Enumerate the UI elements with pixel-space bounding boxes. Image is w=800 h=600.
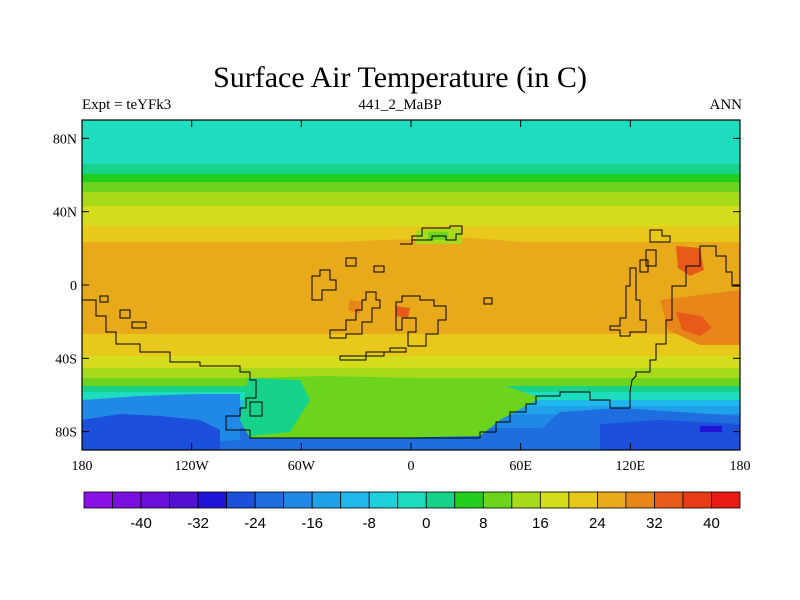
colorbar-label: 8 [479,515,487,532]
band-south-2 [82,356,740,368]
southern-continent-cool [240,378,310,436]
band-north-6 [82,226,740,242]
latitude-axis: 80N 40N 0 40S 80S [53,132,740,441]
band-south-1 [82,334,740,356]
southern-coast [82,245,740,439]
african-landmass [395,295,447,347]
colorbar-label: -40 [130,515,152,532]
australia-hot [676,312,712,336]
islet-2 [373,265,385,273]
colorbar-label: -8 [363,515,376,532]
colorbar-swatch [397,491,427,509]
islet-9 [645,249,657,267]
south-pacific-deep-cold [82,414,220,450]
colorbar-swatch [454,491,484,509]
colorbar-label: -16 [301,515,323,532]
small-island-1 [249,401,263,417]
colorbar-swatch [625,491,655,509]
colorbar-label: 40 [703,515,720,532]
islet-3 [119,309,131,319]
colorbar-swatch [254,491,285,509]
indian-ocean-warm [590,250,640,330]
colorbar-swatch [226,491,256,509]
asian-peninsula [609,267,647,337]
colorbar-swatch [140,491,170,509]
band-north-3 [82,182,740,192]
colorbar-label: -24 [244,515,266,532]
lon-tick-label: 180 [730,459,751,474]
islet-7 [639,259,649,273]
band-south-3 [82,368,740,378]
tropical-warm-zone [82,260,600,334]
band-north-5 [82,206,740,226]
subtropical-north-zone [82,238,600,286]
map-title: Surface Air Temperature (in C) [213,61,587,94]
band-north-2 [82,174,740,182]
lon-tick-label: 180 [72,459,93,474]
south-american-landmass [329,291,381,339]
lon-tick-label: 120E [616,459,646,474]
islet-5 [99,295,109,303]
colorbar: -40 -32 -24 -16 -8 0 8 16 24 32 40 [83,491,741,532]
coldest-spot [700,426,722,432]
colorbar-swatch [311,491,342,509]
colorbar-swatch [169,491,199,509]
colorbar-swatch [711,491,741,509]
africa-hot-spot [396,306,410,318]
colorbar-swatch [539,491,570,509]
colorbar-label: 24 [589,515,606,532]
season-label: ANN [709,97,743,113]
islet-8 [649,229,671,243]
islet-6 [483,297,493,305]
band-polar-north [82,120,740,164]
southern-island-chain [339,347,407,361]
colorbar-swatch [112,491,142,509]
colorbar-swatch [368,491,399,509]
colorbar-label: 16 [532,515,549,532]
colorbar-swatch [197,491,228,509]
colorbar-swatch [283,491,313,509]
colorbar-swatch [482,491,513,509]
lon-tick-label: 120W [175,459,210,474]
lat-tick-label: 80N [53,132,77,147]
colorbar-swatch [340,491,370,509]
southern-continent-temperate [240,376,540,438]
colorbar-swatch [425,491,456,509]
experiment-label: Expt = teYFk3 [82,97,172,113]
colorbar-swatch [654,491,684,509]
colorbar-label: 32 [646,515,663,532]
lat-tick-label: 0 [70,279,77,294]
lon-tick-label: 60E [509,459,532,474]
south-indian-deep-cold [600,420,740,450]
lon-tick-label: 60W [288,459,316,474]
colorbar-swatch [83,491,113,509]
asia-hot [676,246,704,276]
islet-1 [345,257,357,267]
band-north-4 [82,192,740,206]
colorbar-label: -32 [187,515,209,532]
period-label: 441_2_MaBP [358,97,442,113]
islet-4 [131,321,147,329]
coastlines [82,225,740,439]
longitude-axis: 180 120W 60W 0 60E 120E 180 [72,120,751,474]
northern-highland-coast [400,225,463,245]
colorbar-label: 0 [422,515,430,532]
lon-tick-label: 0 [408,459,415,474]
lat-tick-label: 80S [55,426,77,441]
island-west-atlantic [311,269,337,301]
colorbar-swatch [511,491,541,509]
lat-tick-label: 40S [55,352,77,367]
colorbar-swatch [568,491,598,509]
lat-tick-label: 40N [53,206,77,221]
colorbar-swatch [596,491,627,509]
band-north-1 [82,164,740,174]
colorbar-swatch [682,491,712,509]
temperature-field [82,120,740,450]
